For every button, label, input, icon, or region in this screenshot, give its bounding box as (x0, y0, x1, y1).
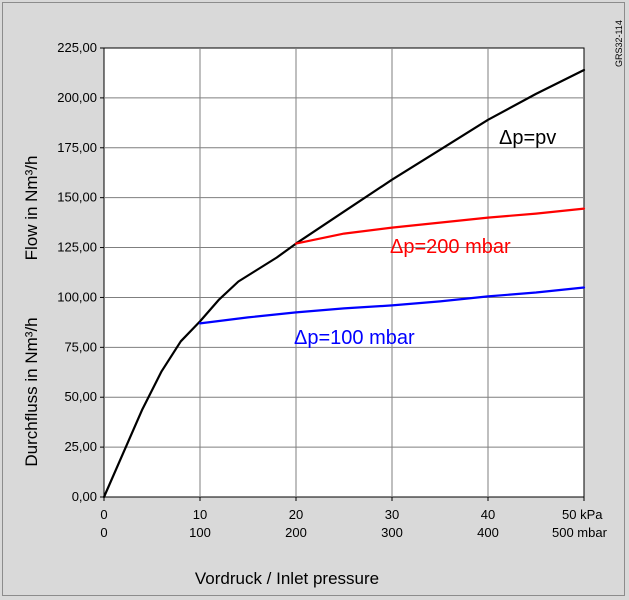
series-layer (102, 68, 586, 499)
x-tick-label-mbar: 400 (477, 525, 499, 540)
figure-code-label: GRS32-114 (614, 20, 624, 67)
y-tick-label: 175,00 (57, 140, 97, 155)
x-tick-label-mbar: 500 mbar (552, 525, 608, 540)
x-tick-label-kpa: 40 (481, 507, 495, 522)
x-tick-label-mbar: 100 (189, 525, 211, 540)
plot-area (103, 47, 585, 498)
y-tick-label: 0,00 (72, 489, 97, 504)
x-tick-label-mbar: 0 (100, 525, 107, 540)
x-axis-title: Vordruck / Inlet pressure (195, 569, 379, 588)
x-tick-label-kpa: 50 kPa (562, 507, 603, 522)
tick-layer: 0,00 25,00 50,00 75,00 100,00 125,00 150,00 175… (57, 40, 607, 540)
y-axis-title-en: Flow in Nm³/h (22, 156, 41, 261)
series-label-dp-pv: Δp=pv (499, 127, 556, 149)
y-tick-label: 125,00 (57, 240, 97, 255)
series-line-dp-100-mbar (198, 286, 586, 325)
x-tick-label-mbar: 200 (285, 525, 307, 540)
chart-svg: 0,00 25,00 50,00 75,00 100,00 125,00 150,00 175… (22, 20, 624, 588)
x-tick-label-kpa: 20 (289, 507, 303, 522)
y-tick-label: 25,00 (64, 439, 97, 454)
grid-layer (104, 48, 584, 497)
series-label-dp-200-mbar: Δp=200 mbar (390, 236, 511, 258)
y-tick-label: 150,00 (57, 190, 97, 205)
series-label-dp-100-mbar: Δp=100 mbar (294, 327, 415, 349)
x-tick-label-kpa: 0 (100, 507, 107, 522)
x-tick-label-kpa: 10 (193, 507, 207, 522)
y-tick-label: 50,00 (64, 389, 97, 404)
y-tick-label: 225,00 (57, 40, 97, 55)
y-tick-label: 75,00 (64, 339, 97, 354)
series-line-dp-pv (102, 68, 586, 499)
x-tick-label-kpa: 30 (385, 507, 399, 522)
x-tick-label-mbar: 300 (381, 525, 403, 540)
y-axis-title-de: Durchfluss in Nm³/h (22, 317, 41, 466)
y-tick-label: 200,00 (57, 90, 97, 105)
y-tick-label: 100,00 (57, 289, 97, 304)
series-line-dp-200-mbar (294, 207, 586, 245)
